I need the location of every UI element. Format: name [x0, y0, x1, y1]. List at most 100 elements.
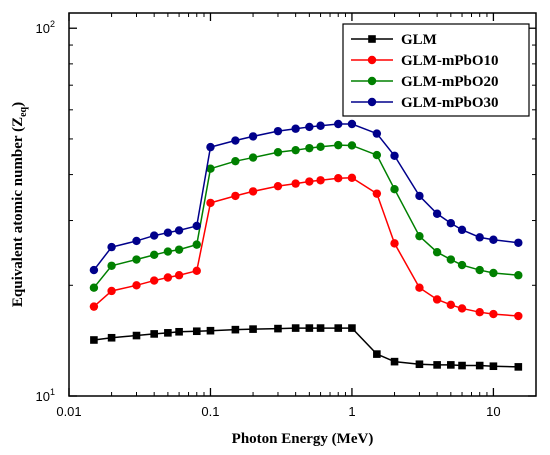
data-point — [192, 240, 201, 249]
data-point — [164, 329, 172, 337]
data-point — [107, 261, 116, 270]
data-point — [334, 119, 343, 129]
legend: GLM GLM-mPbO10 GLM-mPbO20 GLM-mPbO30 — [342, 23, 530, 117]
data-point — [107, 242, 116, 252]
data-point — [475, 361, 484, 370]
data-point — [305, 177, 314, 186]
data-point — [447, 361, 455, 369]
data-point — [446, 219, 456, 228]
data-point — [514, 238, 523, 247]
data-point — [291, 145, 300, 155]
data-point — [291, 179, 300, 188]
data-point — [206, 142, 215, 152]
data-point — [231, 136, 240, 145]
data-point — [415, 283, 424, 292]
data-point — [231, 156, 240, 166]
data-point — [274, 324, 282, 333]
y-tick-label: 102 — [36, 19, 55, 36]
y-axis-label-main: Equivalent atomic number (Z — [10, 117, 26, 307]
data-point — [149, 231, 159, 240]
legend-swatch-marker — [367, 97, 377, 107]
data-point — [291, 124, 300, 133]
data-point — [347, 119, 357, 129]
legend-label: GLM — [401, 32, 437, 48]
data-point — [305, 324, 314, 332]
legend-label: GLM-mPbO20 — [401, 74, 499, 90]
data-point — [334, 140, 343, 150]
data-point — [373, 350, 381, 358]
x-axis-label: Photon Energy (MeV) — [232, 431, 374, 447]
data-point — [231, 325, 240, 334]
data-point — [107, 286, 116, 296]
data-point — [458, 361, 466, 370]
data-point — [415, 360, 424, 369]
data-point — [149, 276, 159, 285]
data-point — [174, 245, 184, 254]
data-point — [249, 325, 257, 333]
data-point — [174, 271, 184, 280]
data-point — [175, 327, 183, 336]
data-point — [489, 362, 498, 371]
data-point — [432, 248, 442, 257]
data-point — [273, 126, 283, 136]
data-point — [132, 331, 141, 340]
data-point — [163, 273, 173, 282]
legend-swatch-marker — [367, 55, 377, 65]
data-point — [372, 150, 382, 160]
data-point — [273, 181, 283, 191]
data-point — [248, 132, 258, 141]
data-point — [192, 221, 201, 231]
data-point — [150, 330, 158, 338]
data-point — [305, 122, 314, 132]
data-point — [489, 268, 498, 278]
data-point — [334, 324, 343, 332]
data-point — [291, 324, 300, 332]
legend-label: GLM-mPbO30 — [401, 95, 499, 111]
y-tick-label-exponent: 2 — [50, 19, 55, 29]
data-point — [457, 225, 467, 235]
data-point — [149, 250, 159, 260]
y-axis-label-close: ) — [10, 102, 26, 107]
data-point — [475, 307, 484, 317]
data-point — [89, 283, 99, 292]
data-point — [514, 271, 523, 280]
data-point — [489, 309, 498, 319]
data-point — [432, 209, 442, 218]
y-tick-label-exponent: 1 — [50, 387, 55, 397]
data-point — [132, 236, 141, 246]
data-point — [316, 324, 325, 332]
data-point — [273, 148, 283, 157]
data-point — [475, 233, 484, 242]
data-point — [316, 142, 325, 151]
data-point — [514, 311, 523, 321]
legend-swatch-marker — [368, 35, 376, 43]
data-point — [163, 247, 173, 256]
data-point — [192, 327, 201, 336]
data-point — [192, 266, 201, 275]
series-line-glm-mpbo20 — [93, 144, 519, 289]
data-point — [457, 304, 467, 313]
data-point — [132, 255, 141, 264]
data-point — [248, 153, 258, 162]
data-point — [90, 336, 98, 344]
data-point — [348, 324, 356, 332]
plot-area — [89, 119, 523, 371]
data-point — [390, 151, 399, 160]
data-point — [206, 326, 215, 335]
x-tick-label: 1 — [348, 404, 355, 419]
data-point — [390, 239, 399, 248]
data-point — [489, 235, 498, 244]
data-point — [107, 333, 116, 342]
data-point — [432, 295, 442, 304]
data-point — [514, 363, 523, 371]
series-line-glm-mpbo10 — [93, 177, 519, 317]
x-tick-label: 0.01 — [56, 404, 81, 419]
data-point — [132, 281, 141, 290]
data-point — [457, 260, 467, 270]
data-point — [347, 141, 357, 150]
data-point — [347, 173, 357, 183]
data-point — [174, 226, 184, 235]
data-point — [163, 228, 173, 237]
data-point — [206, 164, 215, 173]
legend-swatch-marker — [367, 76, 377, 86]
